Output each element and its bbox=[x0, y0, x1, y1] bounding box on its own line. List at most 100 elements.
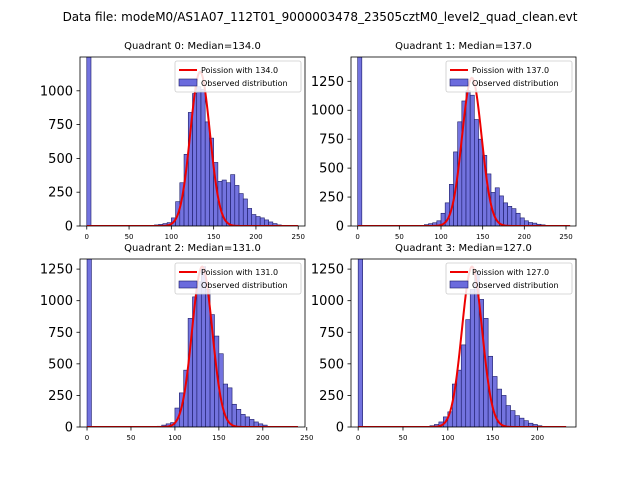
histogram-bar bbox=[244, 416, 250, 427]
histogram-bar bbox=[255, 216, 261, 226]
histogram-bar bbox=[236, 409, 242, 427]
histogram-bar bbox=[474, 119, 479, 226]
legend-box bbox=[445, 60, 573, 93]
x-tick-label: 250 bbox=[292, 233, 305, 241]
histogram-bar bbox=[234, 185, 240, 226]
x-tick-label: 0 bbox=[355, 233, 359, 241]
y-tick-label: 750 bbox=[48, 118, 73, 133]
histogram-bar bbox=[507, 206, 513, 226]
legend-bar-swatch bbox=[178, 78, 198, 87]
plot-area bbox=[357, 259, 567, 427]
x-tick-label: 100 bbox=[441, 434, 454, 442]
legend-box bbox=[174, 60, 302, 93]
histogram-bar bbox=[251, 214, 257, 226]
histogram-bar bbox=[460, 344, 467, 427]
x-tick-label: 50 bbox=[395, 233, 404, 241]
histogram-bar bbox=[86, 259, 92, 427]
legend-bar-swatch bbox=[178, 280, 198, 289]
y-tick-label: 750 bbox=[319, 133, 344, 148]
y-tick-label: 1250 bbox=[311, 75, 344, 90]
y-tick-label: 500 bbox=[48, 357, 73, 372]
legend-label-observed: Observed distribution bbox=[472, 281, 559, 290]
y-tick-label: 0 bbox=[65, 421, 73, 436]
y-tick-label: 750 bbox=[319, 326, 344, 341]
x-tick-label: 250 bbox=[559, 233, 572, 241]
subplot-quadrant-1: Quadrant 1: Median=137.0 0 50 100 150 200 250 0… bbox=[311, 41, 577, 241]
y-tick-label: 0 bbox=[65, 220, 73, 235]
x-tick-label: 150 bbox=[212, 434, 225, 442]
x-tick-label: 100 bbox=[168, 434, 181, 442]
x-tick-label: 0 bbox=[85, 434, 89, 442]
histogram-bar bbox=[456, 369, 462, 427]
histogram-bar bbox=[519, 217, 525, 226]
histogram-bar bbox=[249, 419, 255, 427]
x-tick-label: 0 bbox=[85, 233, 89, 241]
y-tick-label: 500 bbox=[48, 152, 73, 167]
legend-label-poisson: Poission with 134.0 bbox=[201, 66, 278, 75]
x-tick-label: 100 bbox=[165, 233, 178, 241]
subplot-title: Quadrant 0: Median=134.0 bbox=[124, 41, 261, 52]
histogram-bar bbox=[259, 217, 265, 226]
histogram-bar bbox=[357, 259, 363, 427]
legend-label-poisson: Poission with 131.0 bbox=[201, 268, 278, 277]
axes-frame bbox=[350, 56, 577, 227]
histogram-bar bbox=[499, 195, 504, 226]
histogram-bar bbox=[469, 289, 476, 427]
histogram-bar bbox=[514, 415, 520, 427]
legend-label-poisson: Poission with 137.0 bbox=[472, 66, 549, 75]
histogram-bar bbox=[465, 319, 471, 427]
subplot-quadrant-2: Quadrant 2: Median=131.0 0 50 100 150 200 250 0… bbox=[40, 243, 314, 442]
histogram-bar bbox=[226, 182, 231, 226]
figure-suptitle: Data file: modeM0/AS1A07_112T01_90000034… bbox=[63, 10, 578, 24]
histogram-bar bbox=[511, 208, 517, 226]
x-tick-label: 250 bbox=[300, 434, 313, 442]
y-tick-label: 750 bbox=[48, 326, 73, 341]
plot-area bbox=[357, 57, 571, 226]
histogram-bar bbox=[519, 417, 525, 427]
histogram-bar bbox=[230, 174, 236, 226]
y-tick-label: 500 bbox=[319, 162, 344, 177]
poisson-curve bbox=[358, 265, 567, 427]
histogram-bar bbox=[242, 198, 248, 226]
histogram-bar bbox=[231, 403, 237, 427]
poisson-curve bbox=[357, 76, 571, 226]
legend-bar-swatch bbox=[449, 280, 469, 289]
y-tick-label: 500 bbox=[319, 357, 344, 372]
histogram-bar bbox=[357, 57, 363, 226]
histogram-bar bbox=[200, 89, 206, 226]
y-tick-label: 0 bbox=[336, 421, 344, 436]
histogram-bar bbox=[240, 414, 246, 427]
histogram-bar bbox=[515, 212, 521, 226]
histogram-bar bbox=[505, 405, 511, 427]
x-tick-label: 200 bbox=[518, 233, 531, 241]
poisson-curve bbox=[87, 265, 298, 427]
x-tick-label: 150 bbox=[207, 233, 220, 241]
poisson-curve bbox=[86, 70, 299, 226]
x-tick-label: 150 bbox=[486, 434, 499, 442]
x-tick-label: 0 bbox=[356, 434, 360, 442]
y-tick-label: 250 bbox=[48, 186, 73, 201]
x-tick-label: 200 bbox=[531, 434, 544, 442]
histogram-bar bbox=[238, 193, 244, 226]
histogram-bar bbox=[501, 395, 507, 427]
histogram-bar bbox=[204, 121, 210, 226]
subplot-title: Quadrant 3: Median=127.0 bbox=[395, 243, 532, 254]
y-tick-label: 1000 bbox=[311, 104, 344, 119]
axes-frame bbox=[350, 258, 577, 428]
y-tick-label: 1000 bbox=[40, 84, 73, 99]
legend-label-observed: Observed distribution bbox=[472, 79, 559, 88]
histogram-bar bbox=[510, 410, 516, 427]
y-tick-label: 1250 bbox=[40, 263, 73, 278]
x-tick-label: 50 bbox=[125, 233, 134, 241]
y-tick-label: 0 bbox=[336, 220, 344, 235]
y-tick-label: 1250 bbox=[311, 263, 344, 278]
histogram-bar bbox=[196, 86, 202, 226]
histogram-bar bbox=[86, 57, 92, 226]
histogram-bar bbox=[503, 202, 508, 226]
y-tick-label: 250 bbox=[319, 389, 344, 404]
subplot-title: Quadrant 1: Median=137.0 bbox=[395, 41, 532, 52]
plot-area bbox=[86, 259, 298, 427]
histogram-bar bbox=[196, 281, 202, 427]
x-tick-label: 200 bbox=[249, 233, 262, 241]
